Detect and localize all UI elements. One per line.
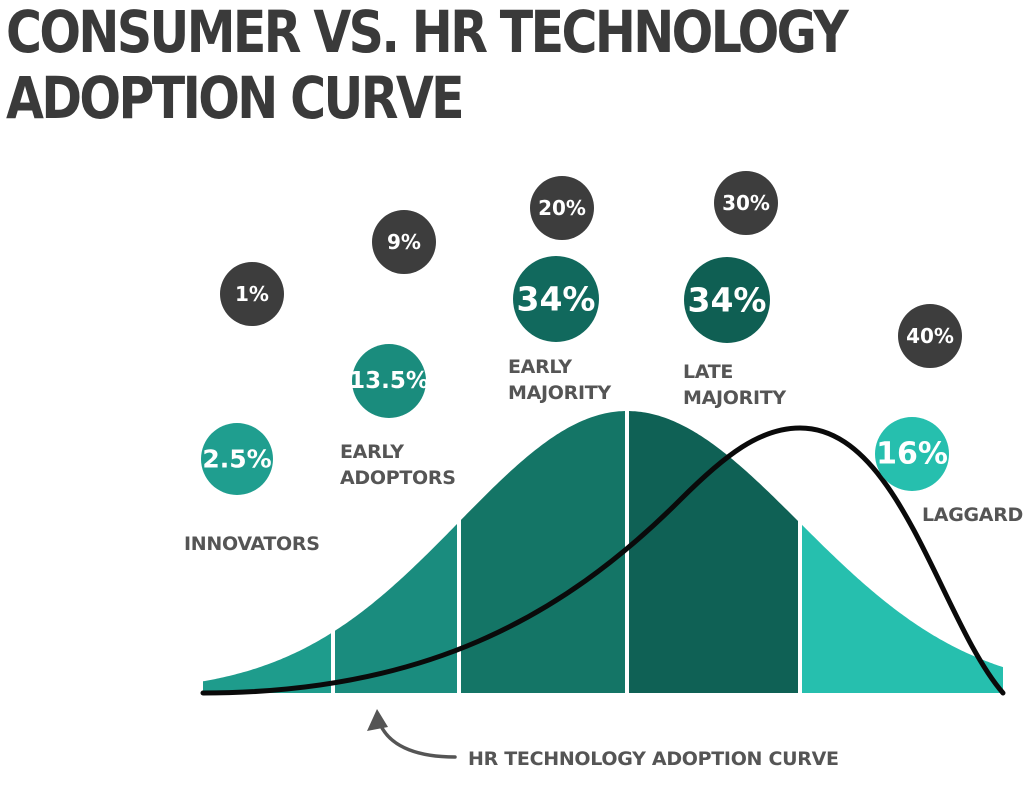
annotation-arrow-head bbox=[367, 709, 388, 731]
category-labels: INNOVATORS EARLY ADOPTORS EARLY MAJORITY LATE… bbox=[184, 356, 1024, 555]
annotation-arrow-shaft bbox=[379, 724, 457, 759]
category-label-3-line-2: MAJORITY bbox=[508, 382, 611, 404]
hr-bubble-4 bbox=[714, 171, 778, 235]
hr-percent-3: 20% bbox=[538, 196, 586, 220]
consumer-percent-2: 13.5% bbox=[349, 368, 429, 394]
hr-bubble-1 bbox=[220, 262, 284, 326]
consumer-bubbles: 2.5% 13.5% 34% 34% 16% bbox=[201, 256, 949, 495]
hr-bubble-2 bbox=[372, 210, 436, 274]
consumer-bubble-1 bbox=[201, 423, 273, 495]
consumer-bubble-3 bbox=[513, 256, 599, 342]
hr-bubbles: 1% 9% 20% 30% 40% bbox=[220, 171, 962, 368]
bell-segment-5 bbox=[800, 523, 1003, 693]
category-label-3-line-1: EARLY bbox=[508, 356, 572, 378]
hr-percent-4: 30% bbox=[722, 191, 770, 215]
bell-segment-1 bbox=[203, 632, 333, 693]
bell-curve-segments bbox=[203, 409, 1003, 693]
chart-title: CONSUMER VS. HR TECHNOLOGY ADOPTION CURV… bbox=[6, 0, 849, 133]
hr-bubble-3 bbox=[530, 176, 594, 240]
category-label-1-line-1: INNOVATORS bbox=[184, 533, 320, 555]
hr-adoption-curve bbox=[200, 425, 1006, 696]
annotation-label: HR TECHNOLOGY ADOPTION CURVE bbox=[468, 748, 839, 770]
consumer-percent-4: 34% bbox=[688, 281, 767, 320]
consumer-percent-1: 2.5% bbox=[202, 445, 271, 474]
consumer-percent-5: 16% bbox=[876, 437, 948, 472]
category-label-4-line-2: MAJORITY bbox=[683, 387, 786, 409]
hr-percent-1: 1% bbox=[235, 282, 269, 306]
category-label-4-line-1: LATE bbox=[683, 361, 733, 383]
chart-title-line-1: CONSUMER VS. HR TECHNOLOGY bbox=[6, 0, 849, 67]
bell-segment-2 bbox=[333, 522, 459, 693]
consumer-percent-3: 34% bbox=[517, 280, 596, 319]
consumer-bubble-4 bbox=[684, 257, 770, 343]
bell-segment-4 bbox=[627, 411, 800, 693]
consumer-bubble-5 bbox=[875, 417, 949, 491]
chart-title-line-2: ADOPTION CURVE bbox=[6, 64, 465, 133]
hr-bubble-5 bbox=[898, 304, 962, 368]
hr-percent-2: 9% bbox=[387, 230, 421, 254]
category-label-2-line-1: EARLY bbox=[340, 441, 404, 463]
consumer-bubble-2 bbox=[352, 344, 426, 418]
category-label-2-line-2: ADOPTORS bbox=[340, 467, 456, 489]
bell-segment-3 bbox=[459, 411, 627, 693]
hr-percent-5: 40% bbox=[906, 324, 954, 348]
hr-curve-annotation: HR TECHNOLOGY ADOPTION CURVE bbox=[367, 709, 839, 770]
category-label-5-line-1: LAGGARDS bbox=[922, 504, 1024, 526]
